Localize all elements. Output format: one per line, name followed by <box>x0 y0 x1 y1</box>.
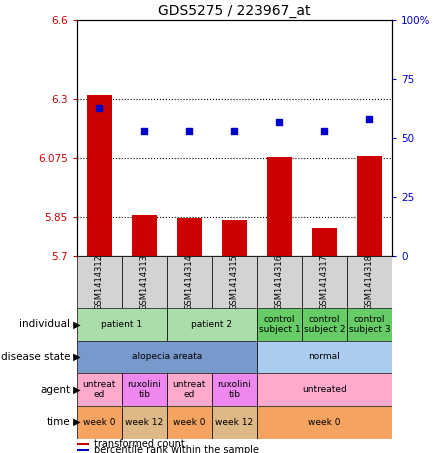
Bar <box>222 220 247 256</box>
Text: agent: agent <box>40 385 70 395</box>
Text: alopecia areata: alopecia areata <box>132 352 202 361</box>
Bar <box>77 449 89 451</box>
Text: ▶: ▶ <box>70 385 81 395</box>
Bar <box>212 373 257 406</box>
Bar <box>132 215 157 256</box>
Point <box>276 118 283 125</box>
Bar <box>167 308 257 341</box>
Text: control
subject 3: control subject 3 <box>349 315 390 334</box>
Title: GDS5275 / 223967_at: GDS5275 / 223967_at <box>158 4 311 18</box>
Point <box>186 127 193 135</box>
Bar <box>77 373 122 406</box>
Bar <box>312 228 337 256</box>
Text: percentile rank within the sample: percentile rank within the sample <box>94 445 259 453</box>
Text: week 0: week 0 <box>83 418 116 427</box>
Text: individual: individual <box>19 319 70 329</box>
Point <box>141 127 148 135</box>
Bar <box>77 406 122 439</box>
Text: control
subject 2: control subject 2 <box>304 315 345 334</box>
Text: week 12: week 12 <box>215 418 254 427</box>
Text: GSM1414315: GSM1414315 <box>230 254 239 310</box>
Text: week 0: week 0 <box>173 418 205 427</box>
Text: GSM1414318: GSM1414318 <box>365 254 374 310</box>
Text: time: time <box>46 417 70 427</box>
Text: disease state: disease state <box>0 352 70 362</box>
Text: ruxolini
tib: ruxolini tib <box>217 380 251 399</box>
Bar <box>302 256 347 308</box>
Text: GSM1414317: GSM1414317 <box>320 254 329 310</box>
Bar <box>122 373 167 406</box>
Bar <box>77 308 167 341</box>
Text: GSM1414313: GSM1414313 <box>140 254 149 310</box>
Bar <box>77 341 257 373</box>
Bar <box>122 256 167 308</box>
Text: untreat
ed: untreat ed <box>82 380 116 399</box>
Text: week 0: week 0 <box>308 418 341 427</box>
Bar <box>267 157 292 256</box>
Bar <box>167 373 212 406</box>
Text: untreated: untreated <box>302 385 347 394</box>
Point <box>231 127 238 135</box>
Bar <box>77 443 89 445</box>
Text: GSM1414312: GSM1414312 <box>95 254 104 310</box>
Bar <box>257 373 392 406</box>
Bar <box>257 308 302 341</box>
Text: patient 1: patient 1 <box>101 320 142 329</box>
Text: normal: normal <box>308 352 340 361</box>
Text: ▶: ▶ <box>70 417 81 427</box>
Bar <box>77 256 122 308</box>
Text: untreat
ed: untreat ed <box>173 380 206 399</box>
Point <box>366 116 373 123</box>
Bar <box>122 406 167 439</box>
Text: control
subject 1: control subject 1 <box>258 315 300 334</box>
Bar <box>302 308 347 341</box>
Bar <box>177 218 201 256</box>
Point <box>95 104 102 111</box>
Text: GSM1414314: GSM1414314 <box>185 254 194 310</box>
Text: ▶: ▶ <box>70 319 81 329</box>
Text: week 12: week 12 <box>125 418 163 427</box>
Text: ruxolini
tib: ruxolini tib <box>127 380 161 399</box>
Bar <box>212 256 257 308</box>
Bar <box>167 406 212 439</box>
Bar <box>167 256 212 308</box>
Bar <box>212 406 257 439</box>
Point <box>321 127 328 135</box>
Bar <box>257 341 392 373</box>
Bar <box>257 256 302 308</box>
Bar <box>347 308 392 341</box>
Bar <box>347 256 392 308</box>
Text: ▶: ▶ <box>70 352 81 362</box>
Text: transformed count: transformed count <box>94 439 185 449</box>
Text: patient 2: patient 2 <box>191 320 232 329</box>
Bar <box>357 156 382 256</box>
Bar <box>87 95 112 256</box>
Text: GSM1414316: GSM1414316 <box>275 254 284 310</box>
Bar <box>257 406 392 439</box>
